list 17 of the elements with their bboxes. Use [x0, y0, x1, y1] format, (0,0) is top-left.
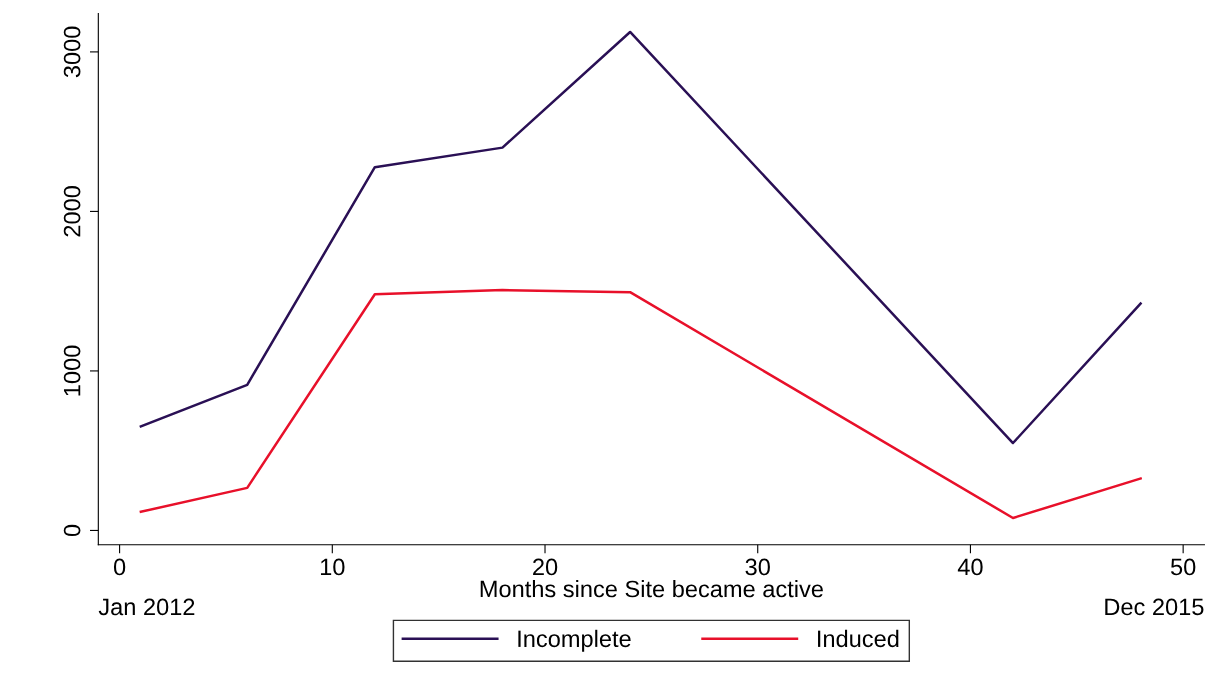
x-tick-label: 20 — [533, 558, 558, 576]
x-axis-title: Months since Site became active — [480, 580, 823, 598]
y-tick-label: 2000 — [63, 186, 81, 237]
text: Dec 2015 — [1105, 598, 1204, 616]
line-series — [139, 30, 1142, 445]
legend-label: Incomplete — [518, 629, 631, 652]
y-tick-label: 3000 — [63, 26, 81, 78]
x-tick-label: 10 — [320, 558, 345, 576]
x-tick-label: 50 — [1170, 558, 1196, 576]
legend-label: Induced — [818, 629, 899, 648]
x-tick-label: 0 — [113, 558, 126, 576]
line-series — [139, 288, 1142, 520]
x-tick-label: 30 — [745, 558, 770, 576]
x-tick-label: 40 — [957, 558, 983, 576]
text: Jan 2012 — [98, 598, 195, 616]
y-tick-label: 0 — [63, 524, 81, 537]
y-tick-label: 1000 — [63, 345, 81, 396]
